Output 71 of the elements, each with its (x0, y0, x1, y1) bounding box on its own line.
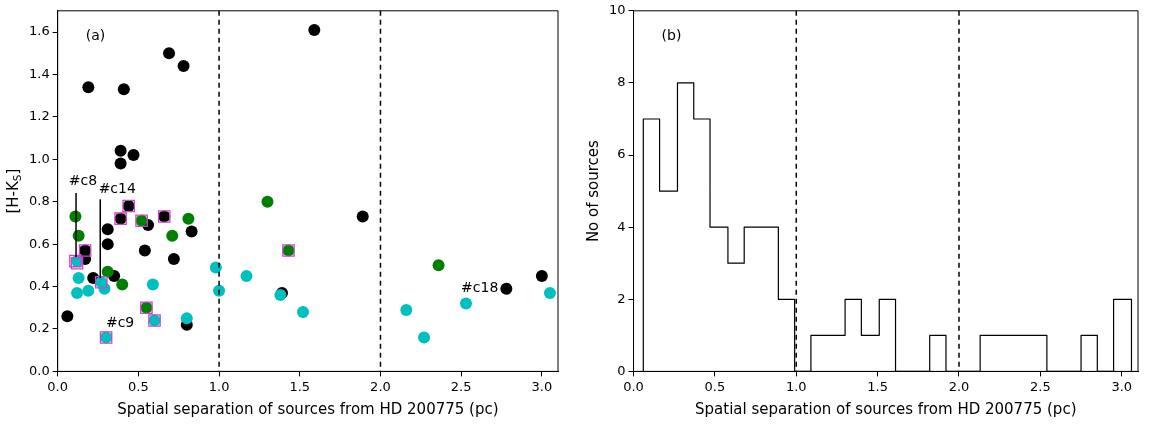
point (138, 244, 151, 257)
point (114, 144, 127, 157)
y-tick-label: 1.0 (28, 150, 50, 166)
y-tick-label: 8 (617, 74, 626, 90)
annotation: #c8 (68, 171, 98, 188)
point (418, 331, 431, 344)
x-tick-label: 0.5 (128, 378, 149, 394)
point (71, 286, 84, 299)
y-tick-label: 0 (617, 362, 626, 378)
x-tick-label: 0.5 (704, 378, 726, 394)
point (163, 47, 176, 60)
x-tick-label: 1.5 (289, 378, 311, 394)
point (146, 278, 159, 291)
x-tick-label: 3.0 (1111, 378, 1133, 394)
point (61, 310, 74, 323)
annotation: (b) (661, 27, 682, 44)
point (116, 278, 129, 291)
x-tick-label: 3.0 (531, 378, 553, 394)
point (72, 272, 85, 285)
point (101, 238, 114, 251)
x-tick-label: 1.5 (867, 378, 888, 394)
point (261, 195, 274, 208)
y-tick-label: 6 (617, 146, 626, 162)
x-axis-title: Spatial separation of sources from HD 200775 (pc) (695, 399, 1077, 418)
x-tick-label: 1.0 (208, 378, 230, 394)
point (177, 59, 190, 72)
y-tick-label: 1.2 (28, 108, 50, 124)
point (185, 225, 198, 238)
y-tick-label: 1.6 (28, 23, 50, 39)
annotation: #c9 (105, 314, 135, 331)
annotation: #c18 (461, 279, 499, 296)
point (180, 312, 193, 325)
point (82, 284, 95, 297)
point (114, 157, 127, 170)
x-tick-label: 2.0 (370, 378, 391, 394)
y-axis-title: No of sources (583, 139, 602, 243)
point (101, 265, 114, 278)
point (240, 269, 253, 282)
y-tick-label: 0.8 (28, 193, 50, 209)
annotation: #c14 (98, 179, 136, 196)
point (182, 212, 195, 225)
point (101, 223, 114, 236)
x-tick-label: 1.0 (785, 378, 807, 394)
y-tick-label: 4 (617, 218, 626, 234)
point (535, 269, 548, 282)
point (297, 306, 309, 319)
y-tick-label: 0.0 (28, 362, 50, 378)
x-tick-label: 2.5 (450, 378, 472, 394)
x-axis-title: Spatial separation of sources from HD 200775 (pc) (117, 399, 499, 418)
annotation: (a) (85, 27, 106, 44)
point (167, 252, 180, 265)
point (117, 83, 130, 96)
y-tick-label: 0.4 (28, 277, 50, 293)
point (460, 297, 473, 310)
y-tick-label: 2 (617, 290, 626, 306)
y-tick-label: 0.2 (28, 320, 50, 336)
point (432, 259, 445, 272)
point (127, 149, 140, 162)
point (500, 282, 513, 295)
y-tick-label: 1.4 (28, 65, 50, 81)
y-tick-label: 10 (609, 2, 626, 18)
point (400, 303, 413, 316)
y-tick-label: 0.6 (28, 235, 50, 251)
point (82, 81, 95, 94)
point (166, 229, 179, 242)
x-tick-label: 2.0 (948, 378, 970, 394)
point (308, 23, 321, 36)
point (543, 286, 556, 299)
x-tick-label: 0.0 (47, 378, 69, 394)
point (356, 210, 369, 223)
x-tick-label: 2.5 (1030, 378, 1051, 394)
